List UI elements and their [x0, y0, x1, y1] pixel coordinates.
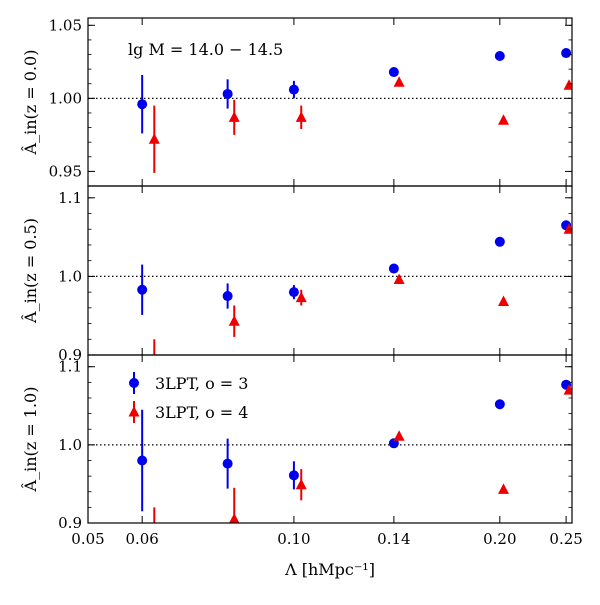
point-o3 — [288, 84, 299, 95]
point-o4 — [563, 384, 572, 395]
point-o4 — [498, 483, 510, 494]
point-o3 — [494, 236, 505, 247]
point-o4 — [393, 76, 405, 87]
point-o3 — [137, 99, 148, 110]
y-axis-title: Â_in(z = 0.5) — [20, 218, 40, 324]
x-axis: 0.05 0.06 0.10 0.14 0.20 0.25 — [71, 530, 583, 548]
x-tick-label: 0.05 — [71, 530, 104, 548]
panel-2: 0.9 1.0 1.1 Â_in(z = 1.0) — [20, 354, 573, 559]
y-axis-title: Â_in(z = 1.0) — [20, 387, 40, 493]
point-o3 — [222, 291, 233, 302]
point-o4 — [498, 114, 510, 125]
x-axis-title: Λ [hMpc⁻¹] — [284, 560, 375, 579]
point-o3 — [288, 287, 299, 298]
point-o3 — [388, 67, 399, 78]
point-o4 — [393, 273, 405, 285]
point-o4 — [295, 291, 307, 303]
data-layer — [137, 220, 572, 355]
point-o3 — [388, 263, 399, 274]
y-tick-label: 1.00 — [49, 89, 82, 107]
x-tick-label: 0.10 — [277, 530, 310, 548]
point-o3 — [494, 50, 505, 61]
point-o4 — [229, 513, 240, 523]
point-o3 — [561, 48, 572, 59]
legend-marker-o4 — [128, 406, 140, 417]
point-o4 — [563, 79, 572, 90]
point-o4 — [563, 223, 572, 234]
point-o4 — [148, 133, 160, 144]
panel-frame — [87, 185, 573, 356]
legend-label-o3: 3LPT, o = 3 — [155, 374, 248, 393]
y-tick-label: 0.9 — [58, 514, 82, 532]
y-tick-label: 1.0 — [58, 436, 82, 454]
annotation-text: lg M = 14.0 − 14.5 — [128, 40, 283, 59]
legend-label-o4: 3LPT, o = 4 — [155, 403, 248, 422]
data-layer — [137, 48, 572, 173]
data-layer — [137, 379, 572, 559]
panel-1: 0.9 1.0 1.1 Â_in(z = 0.5) — [20, 185, 573, 364]
panel-frame — [87, 354, 573, 524]
legend: 3LPT, o = 3 3LPT, o = 4 — [128, 372, 248, 423]
panel-0: 0.95 1.00 1.05 Â_in(z = 0.0) — [20, 16, 573, 187]
panels-layer: 0.95 1.00 1.05 Â_in(z = 0.0) 0.9 1.0 1.1 Â_in(z… — [20, 16, 573, 559]
point-o3 — [222, 88, 233, 99]
x-tick-label: 0.14 — [377, 530, 410, 548]
y-tick-label: 0.9 — [58, 346, 82, 364]
y-tick-label: 1.05 — [49, 16, 82, 34]
y-tick-label: 1.1 — [58, 358, 82, 376]
point-o3 — [388, 438, 399, 449]
point-o4 — [228, 315, 240, 326]
y-tick-label: 1.0 — [58, 267, 82, 285]
point-o3 — [494, 399, 505, 410]
point-o3 — [137, 284, 148, 295]
point-o4 — [149, 548, 160, 559]
point-o4 — [295, 111, 307, 122]
point-o3 — [222, 458, 233, 469]
point-o4 — [295, 478, 307, 490]
x-tick-label: 0.25 — [549, 530, 582, 548]
y-tick-label: 1.1 — [58, 189, 82, 207]
x-tick-label: 0.06 — [125, 530, 158, 548]
y-axis-title: Â_in(z = 0.0) — [20, 50, 40, 156]
point-o4 — [228, 111, 240, 122]
point-o4 — [498, 295, 510, 307]
point-o3 — [137, 455, 148, 466]
point-o3 — [288, 470, 299, 481]
x-tick-label: 0.20 — [483, 530, 516, 548]
point-o4 — [393, 430, 405, 441]
y-tick-label: 0.95 — [49, 162, 82, 180]
legend-marker-o3 — [129, 378, 139, 388]
